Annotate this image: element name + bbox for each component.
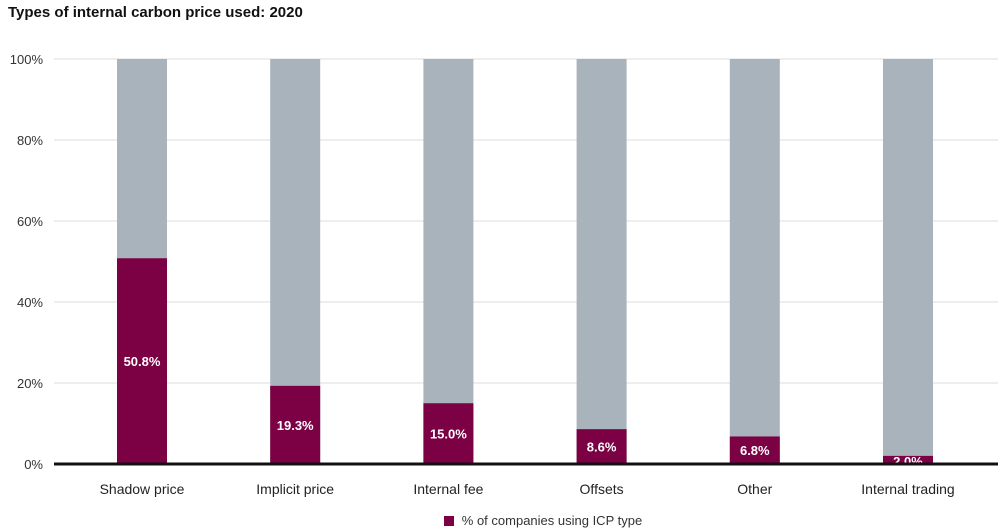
legend-swatch [443, 515, 454, 526]
category-label: Other [737, 481, 772, 497]
data-label: 2.0% [893, 454, 923, 469]
background-bar [883, 59, 933, 464]
y-tick-label: 0% [24, 457, 43, 472]
gridlines [54, 58, 998, 384]
category-labels: Shadow price Implicit price Internal fee Of… [100, 481, 955, 497]
background-bar [423, 59, 474, 464]
legend: % of companies using ICP type [0, 513, 1000, 528]
bar [883, 455, 933, 464]
data-label: 19.3% [277, 418, 314, 433]
data-label: 50.8% [124, 354, 161, 369]
y-tick-label: 60% [17, 214, 43, 229]
data-label: 15.0% [430, 427, 467, 442]
data-label: 8.6% [587, 440, 617, 455]
category-label: Internal fee [413, 481, 483, 497]
data-label: 6.8% [740, 443, 770, 458]
background-bars [117, 59, 933, 464]
data-bars [117, 258, 933, 464]
bar [423, 403, 474, 464]
y-tick-label: 20% [17, 376, 43, 391]
chart-title: Types of internal carbon price used: 202… [8, 4, 303, 21]
category-label: Offsets [580, 481, 624, 497]
category-label: Shadow price [100, 481, 185, 497]
data-labels: 50.8% 19.3% 15.0% 8.6% 6.8% 2.0% [124, 354, 924, 469]
background-bar [729, 59, 780, 464]
bar [270, 385, 321, 464]
legend-label: % of companies using ICP type [461, 513, 643, 528]
bar [117, 258, 167, 464]
y-axis-tick-labels: 0% 20% 40% 60% 80% 100% [10, 52, 44, 472]
y-tick-label: 80% [17, 133, 43, 148]
y-tick-label: 100% [10, 52, 44, 67]
category-label: Implicit price [256, 481, 334, 497]
bar [729, 436, 780, 464]
category-label: Internal trading [861, 481, 954, 497]
y-tick-label: 40% [17, 295, 43, 310]
background-bar [576, 59, 627, 464]
bar [576, 429, 627, 464]
